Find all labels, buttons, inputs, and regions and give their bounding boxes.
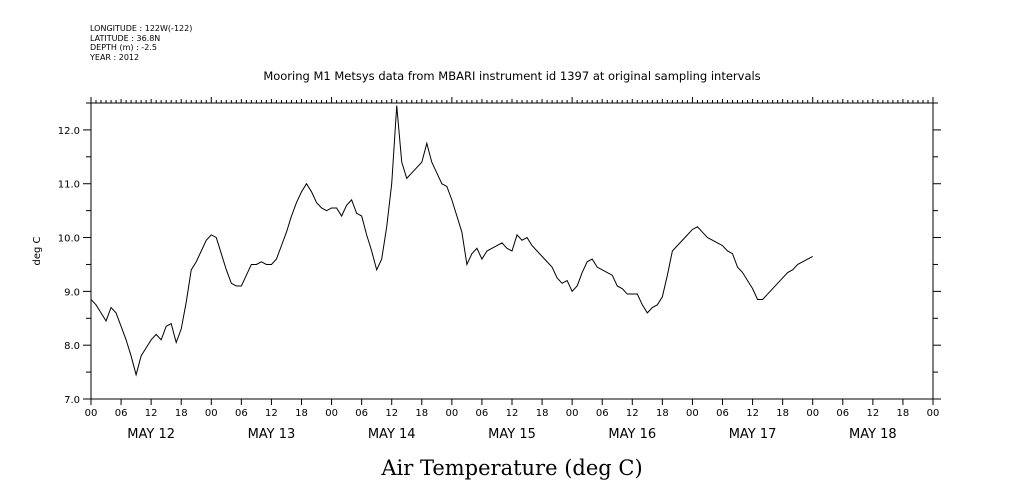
- year-text: YEAR : 2012: [89, 53, 139, 62]
- y-tick-label: 7.0: [64, 395, 80, 406]
- x-tick-label: 06: [836, 408, 849, 419]
- y-tick-label: 11.0: [58, 180, 80, 191]
- day-label: MAY 14: [368, 427, 416, 442]
- day-labels: MAY 12 MAY 13 MAY 14 MAY 15 MAY 16 MAY 17 MAY …: [127, 427, 896, 442]
- x-tick-label: 12: [265, 408, 278, 419]
- x-tick-label: 18: [295, 408, 308, 419]
- x-axis-label: Air Temperature (deg C): [380, 456, 642, 480]
- x-tick-label: 06: [716, 408, 729, 419]
- x-tick-label: 06: [596, 408, 609, 419]
- x-tick-label: 18: [897, 408, 910, 419]
- metadata-block: LONGITUDE : 122W(-122) LATITUDE : 36.8N …: [89, 24, 192, 62]
- day-label: MAY 17: [729, 427, 777, 442]
- day-label: MAY 12: [127, 427, 175, 442]
- x-tick-label: 00: [686, 408, 699, 419]
- x-tick-label: 12: [385, 408, 398, 419]
- x-tick-label: 00: [566, 408, 579, 419]
- depth-text: DEPTH (m) : -2.5: [90, 43, 157, 52]
- x-tick-label: 18: [415, 408, 428, 419]
- x-tick-label: 06: [355, 408, 368, 419]
- x-tick-label: 12: [866, 408, 879, 419]
- y-tick-labels: 7.0 8.0 9.0 10.0 11.0 12.0: [58, 126, 80, 406]
- x-tick-label: 06: [235, 408, 248, 419]
- day-label: MAY 13: [248, 427, 296, 442]
- chart-title: Mooring M1 Metsys data from MBARI instru…: [263, 69, 760, 83]
- x-tick-label: 00: [325, 408, 338, 419]
- x-tick-label: 18: [536, 408, 549, 419]
- x-tick-label: 12: [626, 408, 639, 419]
- day-label: MAY 18: [849, 427, 897, 442]
- day-label: MAY 15: [488, 427, 536, 442]
- x-tick-label: 00: [205, 408, 218, 419]
- y-tick-label: 8.0: [64, 341, 80, 352]
- x-tick-label: 18: [175, 408, 188, 419]
- x-tick-label: 00: [445, 408, 458, 419]
- x-tick-label: 06: [115, 408, 128, 419]
- y-tick-label: 12.0: [58, 126, 80, 137]
- x-tick-label: 00: [927, 408, 940, 419]
- x-tick-label: 12: [145, 408, 158, 419]
- air-temperature-line: [90, 105, 813, 377]
- x-tick-labels: 00 06 12 18 00 06 12 18 00 06 12 18 00 06 12 18 00 06 12 18…: [85, 408, 940, 419]
- x-tick-label: 00: [85, 408, 98, 419]
- x-tick-label: 18: [776, 408, 789, 419]
- tick-marks: [83, 97, 941, 405]
- x-tick-label: 18: [656, 408, 669, 419]
- y-tick-label: 10.0: [58, 234, 80, 245]
- x-tick-label: 12: [506, 408, 519, 419]
- x-tick-label: 06: [476, 408, 489, 419]
- y-axis-label: deg C: [32, 236, 43, 265]
- x-tick-label: 00: [806, 408, 819, 419]
- latitude-text: LATITUDE : 36.8N: [90, 34, 160, 43]
- day-label: MAY 16: [608, 427, 656, 442]
- y-tick-label: 9.0: [64, 287, 80, 298]
- longitude-text: LONGITUDE : 122W(-122): [90, 24, 192, 33]
- x-tick-label: 12: [746, 408, 759, 419]
